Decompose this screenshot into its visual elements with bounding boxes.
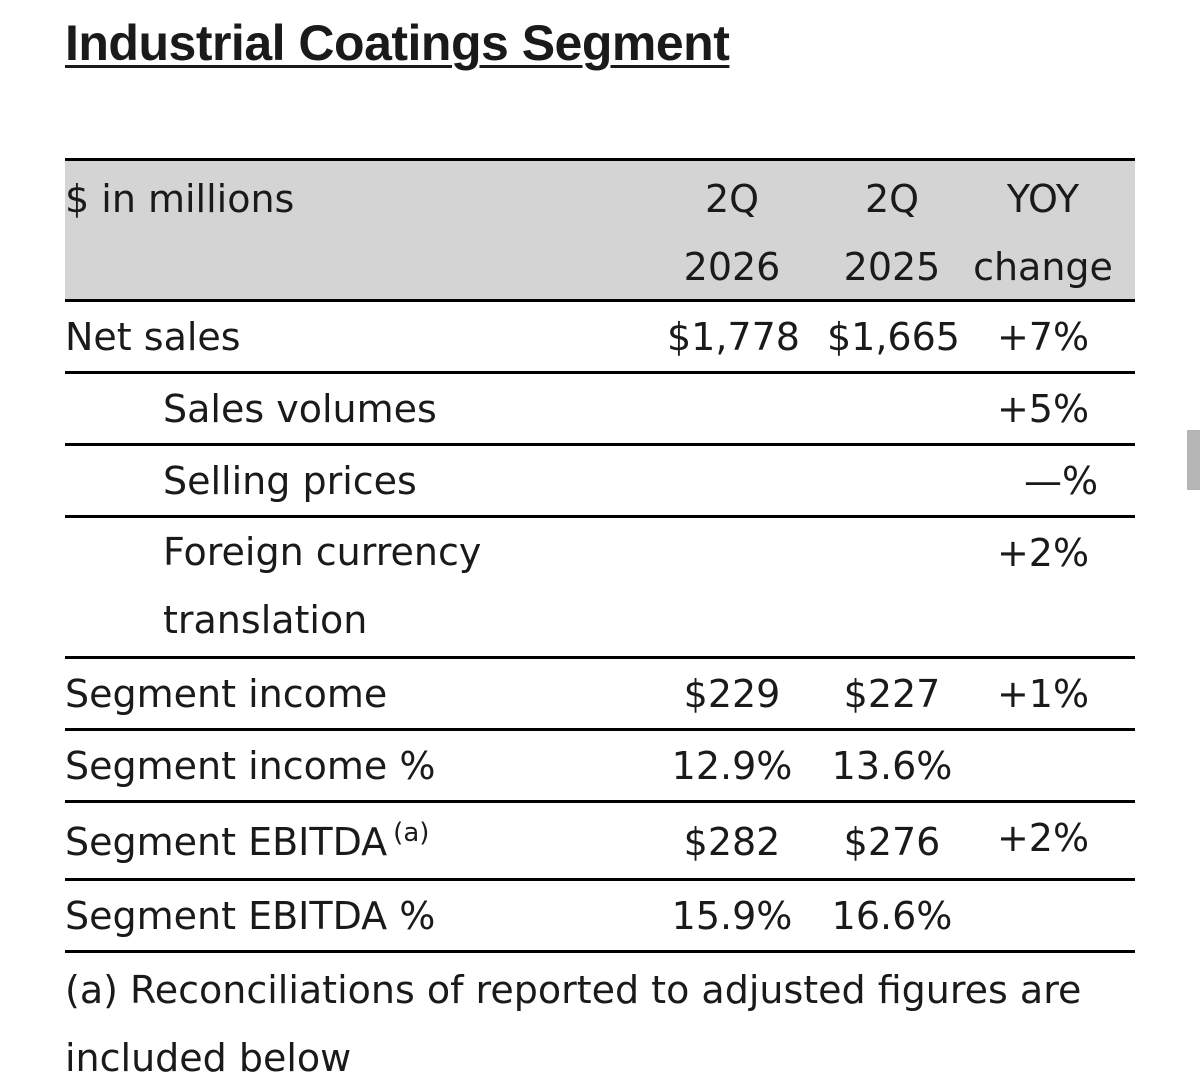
cell-2q-2025: 13.6% [831,744,953,788]
segment-table: $ in millions 2Q 2026 2Q 2025 YOY change… [65,158,1135,953]
row-label: Segment EBITDA (a) [65,818,430,864]
row-label: Segment income [65,672,388,716]
cell-yoy: —% [1023,459,1099,503]
header-col-2q-2026: 2Q 2026 [683,177,781,289]
footnote-marker: (a) [393,818,430,848]
cell-2q-2026: $229 [683,672,781,716]
row-label: Foreign currency translation [163,530,482,642]
cell-yoy: +5% [996,387,1090,431]
page-title: Industrial Coatings Segment [65,15,730,71]
scrollbar-thumb[interactable] [1187,430,1200,490]
header-label: $ in millions [65,177,295,221]
row-label: Segment EBITDA % [65,894,436,938]
cell-2q-2025: $276 [843,820,941,864]
cell-2q-2026: 12.9% [671,744,793,788]
cell-2q-2025: 16.6% [831,894,953,938]
table-row-segment-ebitda: Segment EBITDA (a) $282 $276 +2% [65,803,1135,881]
row-label: Net sales [65,315,241,359]
table-row-segment-ebitda-pct: Segment EBITDA % 15.9% 16.6% [65,881,1135,953]
table-header: $ in millions 2Q 2026 2Q 2025 YOY change [65,161,1135,302]
table-row-segment-income-pct: Segment income % 12.9% 13.6% [65,731,1135,803]
header-col-yoy-change: YOY change [973,177,1113,289]
footnote: (a) Reconciliations of reported to adjus… [65,968,1082,1080]
cell-2q-2026: $282 [683,820,781,864]
cell-yoy: +1% [996,672,1090,716]
cell-yoy: +7% [996,315,1090,359]
cell-yoy: +2% [996,816,1090,860]
row-label: Sales volumes [163,387,437,431]
cell-2q-2025: $227 [843,672,941,716]
table-row-foreign-currency: Foreign currency translation +2% [65,518,1135,659]
table-row-net-sales: Net sales $1,778 $1,665 +7% [65,302,1135,374]
cell-2q-2026: 15.9% [671,894,793,938]
table-row-selling-prices: Selling prices —% [65,446,1135,518]
row-label: Selling prices [163,459,417,503]
table-row-segment-income: Segment income $229 $227 +1% [65,659,1135,731]
row-label: Segment income % [65,744,436,788]
table-row-sales-volumes: Sales volumes +5% [65,374,1135,446]
cell-2q-2025: $1,665 [827,315,960,359]
header-col-2q-2025: 2Q 2025 [843,177,941,289]
cell-yoy: +2% [996,531,1090,575]
cell-2q-2026: $1,778 [667,315,800,359]
